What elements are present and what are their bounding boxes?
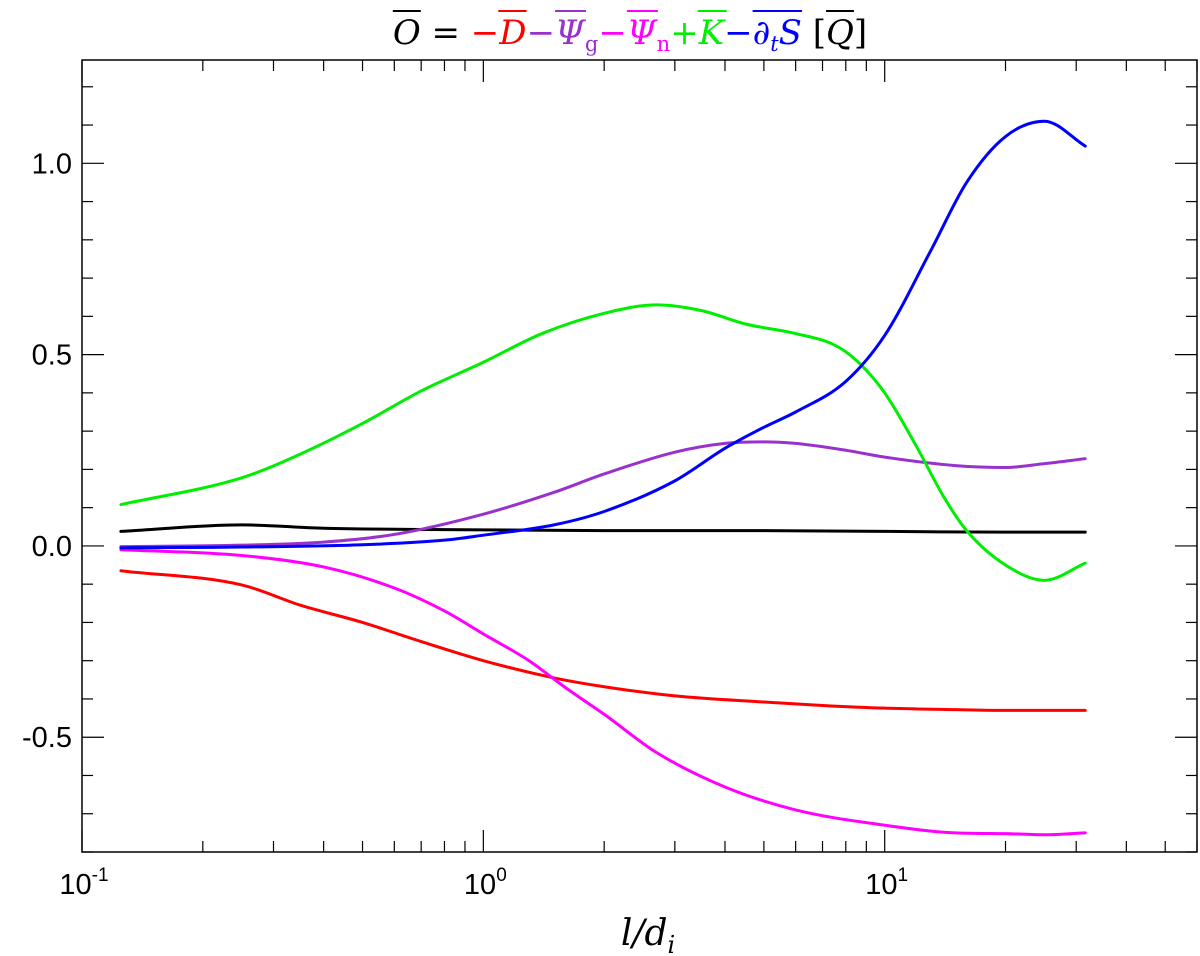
series-line-6 bbox=[119, 119, 1087, 550]
series-line-5 bbox=[119, 303, 1087, 582]
y-tick-label: 0.0 bbox=[32, 531, 72, 563]
x-tick-label: 100 bbox=[464, 865, 507, 901]
y-tick-label: 0.5 bbox=[32, 340, 72, 372]
chart-title: O = −D−Ψg​−Ψn​+K−∂t​S [Q] bbox=[393, 13, 867, 56]
series-line-1 bbox=[119, 523, 1087, 534]
x-axis-label: l/di bbox=[621, 913, 675, 956]
plot-frame bbox=[81, 59, 1198, 853]
axes: -0.5 0.0 0.5 1.0 10-1 100 101 bbox=[22, 60, 1198, 901]
x-tick-label: 10-1 bbox=[59, 865, 108, 901]
y-tick-label: -0.5 bbox=[22, 722, 72, 754]
series-layer bbox=[119, 119, 1087, 837]
series-line-2 bbox=[119, 569, 1087, 712]
x-tick-label: 101 bbox=[865, 865, 908, 901]
series-line-4 bbox=[119, 548, 1087, 837]
y-tick-label: 1.0 bbox=[32, 148, 72, 180]
series-line-3 bbox=[119, 440, 1087, 549]
